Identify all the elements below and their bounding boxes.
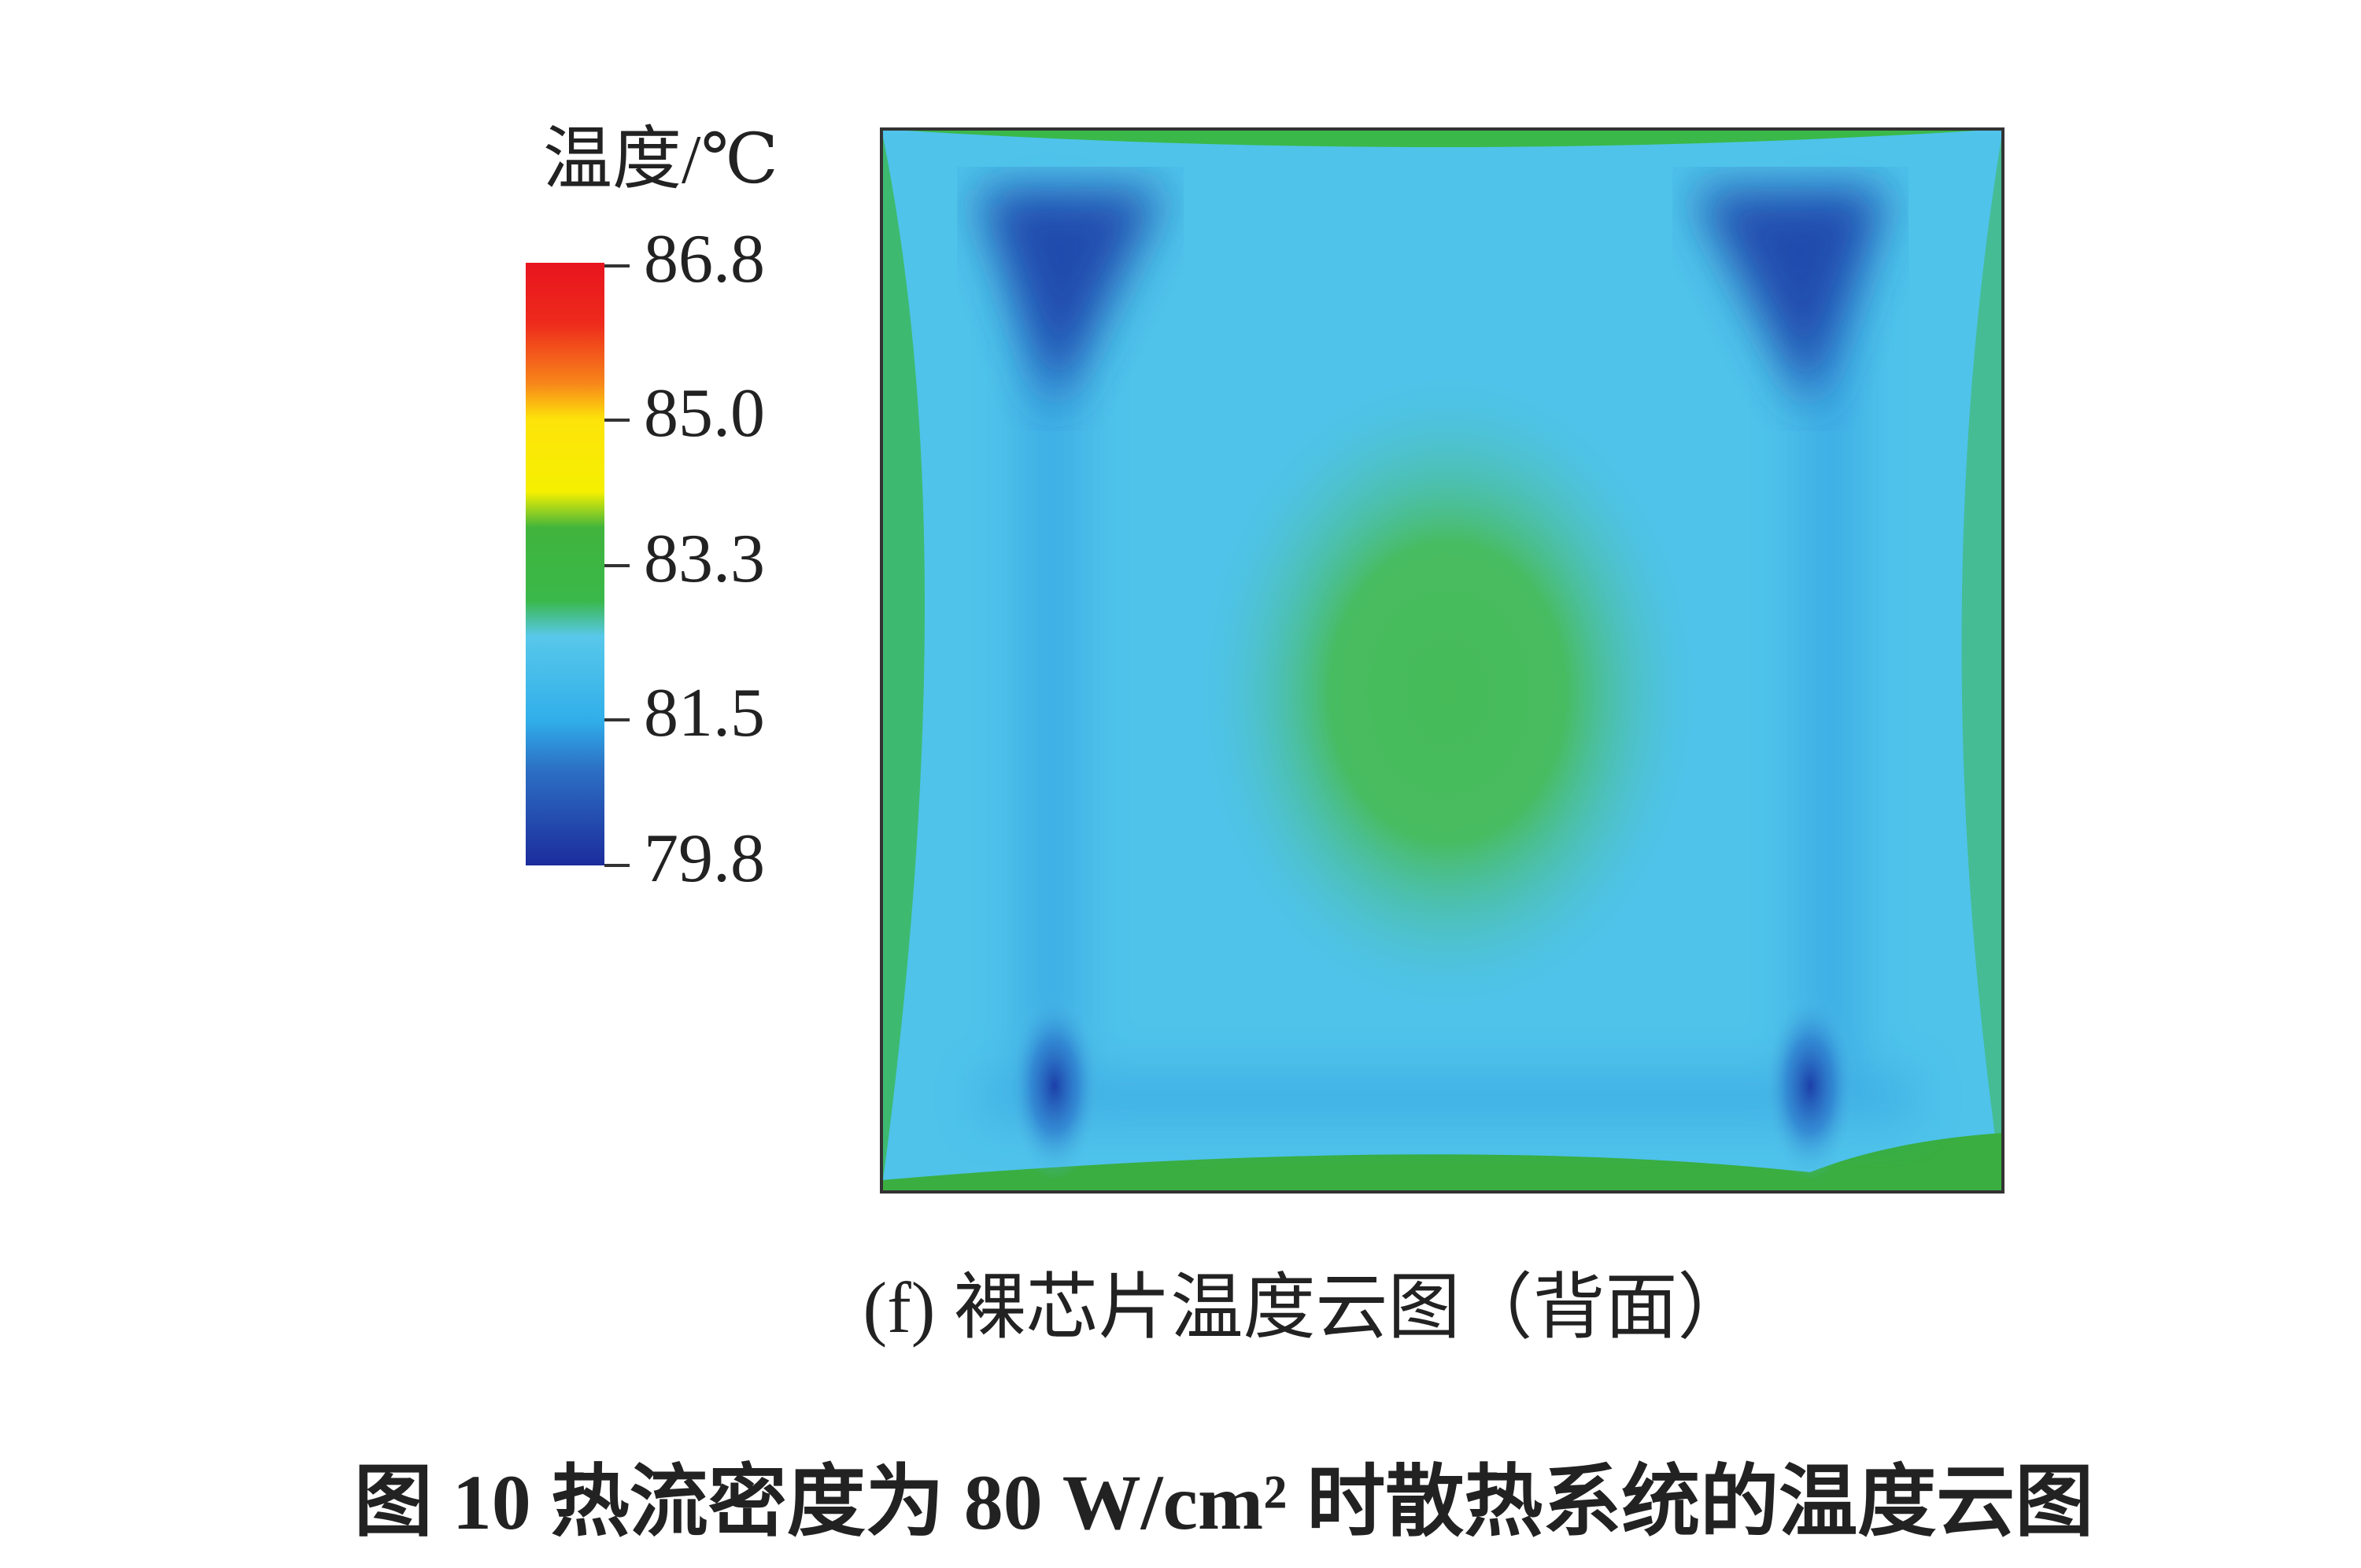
colorbar-ticks: 86.8 85.0 83.3 81.5 79.8 bbox=[604, 221, 765, 897]
subcaption: (f) 裸芯片温度云图（背面） bbox=[863, 1267, 1750, 1348]
plot-frame bbox=[880, 127, 2004, 1194]
tick-label: 86.8 bbox=[644, 221, 765, 297]
colorbar bbox=[526, 263, 604, 865]
heatmap bbox=[881, 129, 2003, 1192]
tick-label: 85.0 bbox=[644, 375, 765, 452]
tick-label: 81.5 bbox=[644, 675, 765, 751]
tick-label: 79.8 bbox=[644, 821, 765, 897]
tick-label: 83.3 bbox=[644, 521, 765, 597]
caption: 图 10 热流密度为 80 W/cm² 时散热系统的温度云图 bbox=[354, 1459, 2093, 1546]
colorbar-title: 温度/℃ bbox=[543, 122, 778, 198]
